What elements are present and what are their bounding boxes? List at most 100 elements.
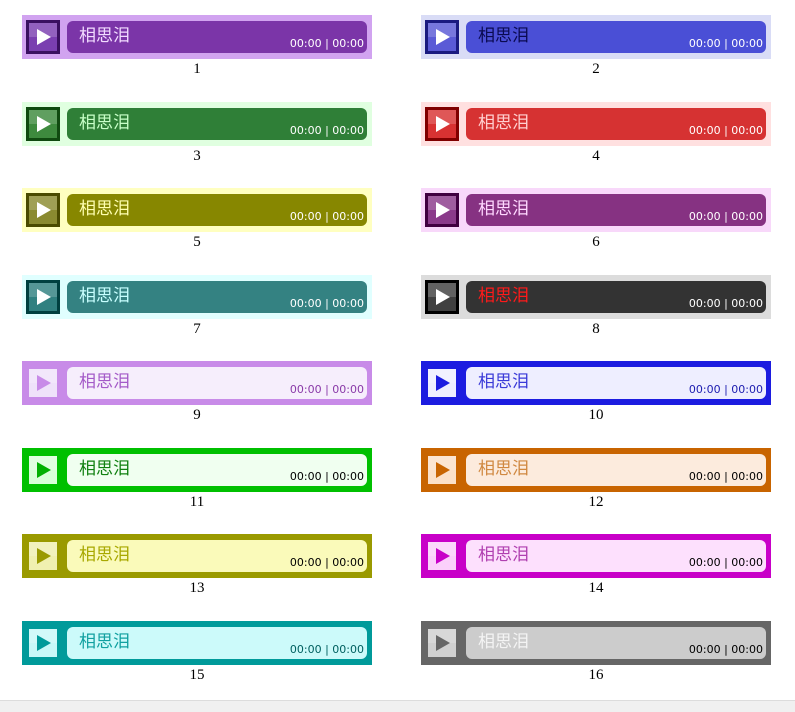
player-number-label: 13 (189, 580, 205, 596)
track-bar[interactable]: 相思泪 00:00 | 00:00 (67, 194, 367, 226)
player-number-label: 12 (588, 494, 604, 510)
player-number-label: 2 (592, 61, 600, 77)
play-button[interactable] (26, 453, 60, 487)
audio-player-cell: 相思泪 00:00 | 00:00 8 (421, 275, 771, 347)
time-readout: 00:00 | 00:00 (688, 37, 763, 50)
play-button[interactable] (425, 107, 459, 141)
track-bar[interactable]: 相思泪 00:00 | 00:00 (67, 21, 367, 53)
player-number-label: 11 (189, 494, 205, 510)
play-button[interactable] (26, 626, 60, 660)
audio-player: 相思泪 00:00 | 00:00 (22, 102, 372, 146)
play-icon (29, 456, 57, 484)
track-title: 相思泪 (79, 26, 130, 46)
audio-player: 相思泪 00:00 | 00:00 (22, 621, 372, 665)
track-bar[interactable]: 相思泪 00:00 | 00:00 (466, 627, 766, 659)
audio-player-cell: 相思泪 00:00 | 00:00 10 (421, 361, 771, 433)
track-bar[interactable]: 相思泪 00:00 | 00:00 (466, 454, 766, 486)
play-button[interactable] (425, 193, 459, 227)
player-number-label: 8 (592, 321, 600, 337)
play-icon (428, 629, 456, 657)
time-readout: 00:00 | 00:00 (289, 297, 364, 310)
audio-player: 相思泪 00:00 | 00:00 (421, 621, 771, 665)
player-number-label: 1 (193, 61, 201, 77)
audio-player: 相思泪 00:00 | 00:00 (421, 188, 771, 232)
audio-player-cell: 相思泪 00:00 | 00:00 14 (421, 534, 771, 606)
play-icon (29, 629, 57, 657)
play-button[interactable] (425, 366, 459, 400)
play-button[interactable] (26, 366, 60, 400)
audio-player-cell: 相思泪 00:00 | 00:00 1 (22, 15, 372, 87)
play-icon (29, 283, 57, 311)
play-icon (29, 542, 57, 570)
track-title: 相思泪 (478, 632, 529, 652)
play-icon (29, 23, 57, 51)
audio-player-cell: 相思泪 00:00 | 00:00 11 (22, 448, 372, 520)
play-icon (29, 369, 57, 397)
time-readout: 00:00 | 00:00 (688, 383, 763, 396)
track-bar[interactable]: 相思泪 00:00 | 00:00 (67, 281, 367, 313)
time-readout: 00:00 | 00:00 (289, 470, 364, 483)
audio-player-cell: 相思泪 00:00 | 00:00 7 (22, 275, 372, 347)
play-button[interactable] (425, 280, 459, 314)
play-button[interactable] (26, 20, 60, 54)
play-button[interactable] (425, 539, 459, 573)
play-button[interactable] (425, 20, 459, 54)
play-icon (428, 542, 456, 570)
track-bar[interactable]: 相思泪 00:00 | 00:00 (466, 108, 766, 140)
track-bar[interactable]: 相思泪 00:00 | 00:00 (466, 194, 766, 226)
track-bar[interactable]: 相思泪 00:00 | 00:00 (67, 540, 367, 572)
play-icon (428, 283, 456, 311)
play-button[interactable] (26, 107, 60, 141)
play-icon (428, 196, 456, 224)
audio-player-cell: 相思泪 00:00 | 00:00 2 (421, 15, 771, 87)
time-readout: 00:00 | 00:00 (289, 210, 364, 223)
audio-player: 相思泪 00:00 | 00:00 (22, 361, 372, 405)
track-bar[interactable]: 相思泪 00:00 | 00:00 (67, 108, 367, 140)
track-bar[interactable]: 相思泪 00:00 | 00:00 (466, 281, 766, 313)
player-number-label: 4 (592, 148, 600, 164)
play-icon (428, 23, 456, 51)
track-bar[interactable]: 相思泪 00:00 | 00:00 (67, 367, 367, 399)
audio-player: 相思泪 00:00 | 00:00 (421, 448, 771, 492)
status-bar (0, 700, 795, 712)
track-bar[interactable]: 相思泪 00:00 | 00:00 (466, 21, 766, 53)
audio-player-cell: 相思泪 00:00 | 00:00 16 (421, 621, 771, 693)
time-readout: 00:00 | 00:00 (289, 124, 364, 137)
player-number-label: 3 (193, 148, 201, 164)
play-button[interactable] (26, 280, 60, 314)
time-readout: 00:00 | 00:00 (289, 556, 364, 569)
audio-player: 相思泪 00:00 | 00:00 (421, 102, 771, 146)
audio-player: 相思泪 00:00 | 00:00 (421, 275, 771, 319)
audio-player: 相思泪 00:00 | 00:00 (421, 15, 771, 59)
audio-player-cell: 相思泪 00:00 | 00:00 15 (22, 621, 372, 693)
player-number-label: 16 (588, 667, 604, 683)
audio-player: 相思泪 00:00 | 00:00 (421, 534, 771, 578)
audio-player: 相思泪 00:00 | 00:00 (22, 275, 372, 319)
time-readout: 00:00 | 00:00 (688, 470, 763, 483)
player-number-label: 6 (592, 234, 600, 250)
track-title: 相思泪 (79, 545, 130, 565)
audio-player: 相思泪 00:00 | 00:00 (421, 361, 771, 405)
play-button[interactable] (425, 453, 459, 487)
play-button[interactable] (425, 626, 459, 660)
audio-player-cell: 相思泪 00:00 | 00:00 13 (22, 534, 372, 606)
play-icon (428, 369, 456, 397)
audio-player: 相思泪 00:00 | 00:00 (22, 15, 372, 59)
player-number-label: 10 (588, 407, 604, 423)
track-title: 相思泪 (478, 26, 529, 46)
time-readout: 00:00 | 00:00 (289, 383, 364, 396)
track-title: 相思泪 (79, 459, 130, 479)
track-bar[interactable]: 相思泪 00:00 | 00:00 (466, 540, 766, 572)
audio-player: 相思泪 00:00 | 00:00 (22, 448, 372, 492)
track-bar[interactable]: 相思泪 00:00 | 00:00 (67, 627, 367, 659)
player-number-label: 9 (193, 407, 201, 423)
track-title: 相思泪 (79, 372, 130, 392)
track-title: 相思泪 (478, 372, 529, 392)
time-readout: 00:00 | 00:00 (688, 297, 763, 310)
play-button[interactable] (26, 193, 60, 227)
audio-player-cell: 相思泪 00:00 | 00:00 5 (22, 188, 372, 260)
track-bar[interactable]: 相思泪 00:00 | 00:00 (466, 367, 766, 399)
track-bar[interactable]: 相思泪 00:00 | 00:00 (67, 454, 367, 486)
play-button[interactable] (26, 539, 60, 573)
track-title: 相思泪 (79, 286, 130, 306)
